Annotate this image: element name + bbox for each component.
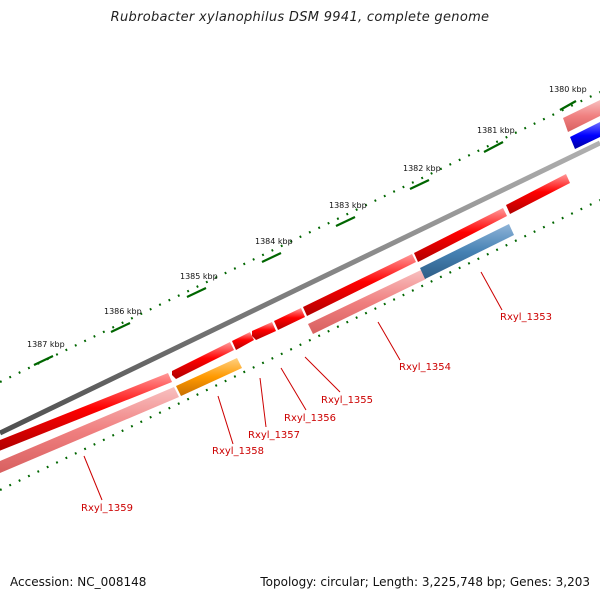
inner-tick-dots xyxy=(0,199,600,491)
gene-label-leader xyxy=(83,455,103,501)
gene-label-layer: Rxyl_1353 Rxyl_1354 Rxyl_1355 Rxyl_1356 Rxyl… xyxy=(81,271,552,514)
tick-mark xyxy=(335,216,356,227)
tick-label: 1385 kbp xyxy=(180,272,218,281)
gene-label-leader xyxy=(304,356,341,393)
gene-label-leader xyxy=(480,271,503,311)
gene-rxyl-1357-forward[interactable] xyxy=(232,332,254,350)
forward-track xyxy=(0,100,600,451)
accession-text: Accession: NC_008148 xyxy=(10,575,147,589)
gene-rxyl-1356-forward[interactable] xyxy=(252,322,276,340)
gene-label[interactable]: Rxyl_1358 xyxy=(212,446,264,457)
gene-label[interactable]: Rxyl_1354 xyxy=(399,362,451,373)
tick-layer: 1380 kbp 1381 kbp 1382 kbp 1383 kbp 1384 kbp… xyxy=(27,85,587,366)
tick-mark xyxy=(186,287,207,298)
gene-label[interactable]: Rxyl_1355 xyxy=(321,395,373,406)
gene-forward-edge[interactable] xyxy=(563,100,600,132)
tick-label: 1386 kbp xyxy=(104,307,142,316)
gene-rxyl-1354-feature[interactable] xyxy=(308,270,426,334)
gene-forward-next[interactable] xyxy=(506,174,570,214)
tick-mark xyxy=(33,355,54,366)
gene-rxyl-1354-forward[interactable] xyxy=(303,254,416,316)
gene-rxyl-1353-forward[interactable] xyxy=(414,208,507,262)
outer-tick-dots xyxy=(0,91,600,383)
gene-label-leader xyxy=(280,367,307,411)
map-title: Rubrobacter xylanophilus DSM 9941, compl… xyxy=(110,10,490,25)
gene-label[interactable]: Rxyl_1357 xyxy=(248,430,300,441)
tick-mark xyxy=(110,322,131,333)
tick-label: 1381 kbp xyxy=(477,126,515,135)
gene-label-leader xyxy=(217,395,234,445)
tick-mark xyxy=(409,179,430,190)
tick-mark xyxy=(261,252,282,263)
genome-summary-text: Topology: circular; Length: 3,225,748 bp… xyxy=(260,575,590,589)
gene-rxyl-1359-feature[interactable] xyxy=(0,387,179,473)
gene-rxyl-1353-feature[interactable] xyxy=(420,224,514,279)
gene-label[interactable]: Rxyl_1353 xyxy=(500,312,552,323)
backbone xyxy=(0,140,600,436)
gene-label-leader xyxy=(377,321,401,361)
gene-rxyl-1358-feature[interactable] xyxy=(176,358,242,396)
tick-label: 1380 kbp xyxy=(549,85,587,94)
gene-rxyl-1359-forward[interactable] xyxy=(0,373,172,451)
gene-rxyl-1358-forward[interactable] xyxy=(172,342,234,379)
gene-label[interactable]: Rxyl_1359 xyxy=(81,503,133,514)
reverse-track xyxy=(0,122,600,473)
gene-label[interactable]: Rxyl_1356 xyxy=(284,413,336,424)
tick-label: 1384 kbp xyxy=(255,237,293,246)
tick-label: 1383 kbp xyxy=(329,201,367,210)
gene-rxyl-1355-forward[interactable] xyxy=(274,308,305,330)
tick-label: 1387 kbp xyxy=(27,340,65,349)
tick-label: 1382 kbp xyxy=(403,164,441,173)
gene-label-leader xyxy=(259,377,267,428)
gene-blue-edge[interactable] xyxy=(570,122,600,149)
tick-mark xyxy=(559,100,577,111)
tick-mark xyxy=(483,141,504,153)
